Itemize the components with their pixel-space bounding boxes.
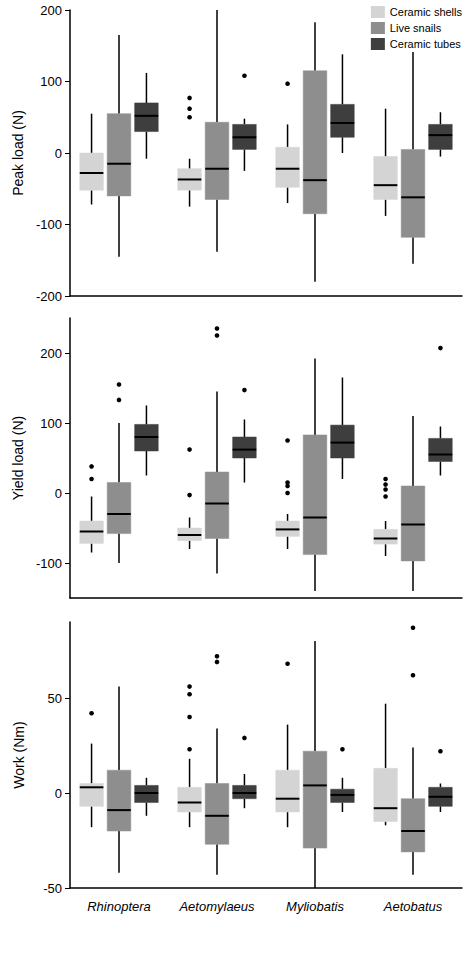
svg-text:Rhinoptera: Rhinoptera	[87, 899, 151, 914]
svg-text:Myliobatis: Myliobatis	[286, 899, 344, 914]
svg-text:-100: -100	[36, 556, 62, 571]
svg-text:Work (Nm): Work (Nm)	[11, 721, 27, 788]
svg-text:50: 50	[48, 691, 62, 706]
svg-text:0: 0	[55, 146, 62, 161]
svg-text:0: 0	[55, 786, 62, 801]
svg-text:100: 100	[40, 416, 62, 431]
svg-text:-50: -50	[43, 881, 62, 896]
svg-text:100: 100	[40, 74, 62, 89]
svg-text:Ceramic shells: Ceramic shells	[390, 6, 463, 18]
svg-text:Yield load (N): Yield load (N)	[10, 416, 26, 500]
svg-text:-100: -100	[36, 217, 62, 232]
svg-text:Peak load (N): Peak load (N)	[10, 110, 26, 196]
svg-text:200: 200	[40, 346, 62, 361]
svg-text:Aetobatus: Aetobatus	[383, 899, 443, 914]
svg-text:0: 0	[55, 486, 62, 501]
svg-text:200: 200	[40, 3, 62, 18]
svg-text:-200: -200	[36, 289, 62, 304]
svg-text:Live snails: Live snails	[390, 22, 442, 34]
svg-text:Aetomylaeus: Aetomylaeus	[178, 899, 255, 914]
svg-text:Ceramic tubes: Ceramic tubes	[390, 38, 461, 50]
